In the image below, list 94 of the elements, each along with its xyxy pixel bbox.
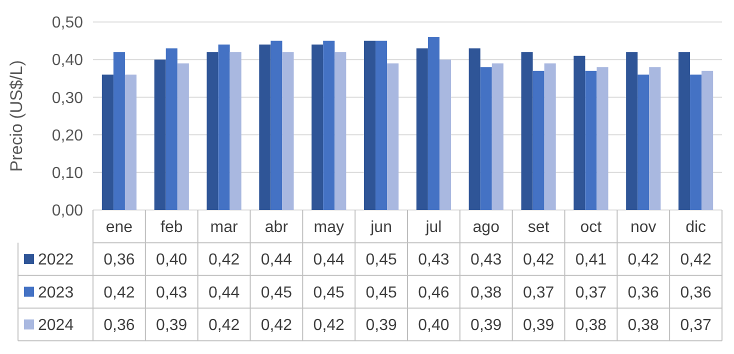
- data-label: 0,45: [313, 284, 345, 302]
- legend-label: 2024: [38, 317, 74, 334]
- bar: [259, 44, 271, 210]
- bar: [230, 52, 242, 210]
- bar: [574, 56, 586, 210]
- data-label: 0,45: [366, 284, 397, 302]
- data-label: 0,38: [628, 317, 660, 334]
- y-tick-label: 0,50: [52, 14, 84, 32]
- bar: [690, 74, 702, 210]
- data-label: 0,39: [156, 317, 188, 334]
- bar: [206, 52, 218, 210]
- bar: [376, 40, 388, 210]
- x-tick-label: ene: [106, 218, 133, 236]
- x-tick-label: jun: [370, 218, 392, 236]
- bar: [312, 44, 324, 210]
- data-label: 0,37: [522, 284, 554, 302]
- data-label: 0,37: [575, 284, 607, 302]
- y-tick-label: 0,10: [52, 165, 84, 182]
- data-label: 0,43: [156, 284, 188, 302]
- data-label: 0,39: [366, 317, 397, 334]
- data-label: 0,39: [470, 317, 502, 334]
- bar: [638, 74, 650, 210]
- bar: [492, 63, 504, 210]
- data-label: 0,36: [680, 284, 712, 302]
- bar: [334, 52, 346, 210]
- bar: [416, 48, 428, 210]
- bar: [364, 40, 376, 210]
- bar: [544, 63, 556, 210]
- data-label: 0,36: [104, 317, 135, 334]
- bar: [532, 70, 544, 210]
- data-label: 0,42: [104, 284, 135, 302]
- bar: [102, 74, 114, 210]
- bar: [387, 63, 399, 210]
- data-label: 0,42: [208, 252, 240, 269]
- bar: [480, 67, 492, 210]
- data-label: 0,40: [418, 317, 450, 334]
- data-label: 0,40: [156, 252, 188, 269]
- legend-label: 2022: [38, 252, 74, 269]
- bar: [702, 70, 714, 210]
- y-axis-title: Precio (US$/L): [7, 60, 26, 172]
- x-tick-label: feb: [160, 218, 183, 236]
- bar: [124, 74, 137, 210]
- data-label: 0,42: [260, 317, 292, 334]
- bar: [678, 52, 690, 210]
- bar: [218, 44, 230, 210]
- legend-label: 2023: [38, 284, 74, 302]
- bar: [468, 48, 480, 210]
- x-tick-label: oct: [580, 218, 602, 236]
- data-label: 0,44: [260, 252, 292, 269]
- data-label: 0,46: [418, 284, 450, 302]
- data-label: 0,45: [366, 252, 397, 269]
- data-label: 0,43: [418, 252, 450, 269]
- bar: [270, 40, 282, 210]
- x-tick-label: abr: [264, 218, 289, 236]
- data-label: 0,36: [628, 284, 660, 302]
- data-label: 0,36: [104, 252, 135, 269]
- x-tick-label: dic: [686, 218, 706, 236]
- bar: [439, 60, 452, 210]
- x-tick-label: jul: [424, 218, 442, 236]
- x-tick-label: may: [314, 218, 344, 236]
- bar: [282, 52, 294, 210]
- bar: [649, 67, 661, 210]
- data-label: 0,42: [628, 252, 660, 269]
- y-tick-label: 0,30: [52, 90, 84, 107]
- data-label: 0,43: [470, 252, 502, 269]
- bar: [428, 37, 440, 210]
- data-label: 0,38: [470, 284, 502, 302]
- bar: [323, 40, 335, 210]
- data-label: 0,42: [680, 252, 712, 269]
- data-label: 0,39: [522, 317, 554, 334]
- x-tick-label: mar: [210, 218, 238, 236]
- y-tick-label: 0,00: [52, 202, 84, 220]
- bar: [521, 52, 533, 210]
- data-label: 0,38: [575, 317, 607, 334]
- data-label: 0,42: [313, 317, 345, 334]
- bar: [166, 48, 178, 210]
- bar: [113, 52, 125, 210]
- bar: [177, 63, 189, 210]
- data-label: 0,44: [208, 284, 240, 302]
- y-tick-label: 0,40: [52, 52, 84, 70]
- bar: [626, 52, 638, 210]
- data-label: 0,37: [680, 317, 712, 334]
- y-tick-label: 0,20: [52, 127, 84, 144]
- data-label: 0,45: [260, 284, 292, 302]
- data-label: 0,42: [208, 317, 240, 334]
- data-label: 0,42: [522, 252, 554, 269]
- data-label: 0,44: [313, 252, 345, 269]
- x-tick-label: set: [528, 218, 550, 236]
- bar: [154, 60, 166, 210]
- data-label: 0,41: [575, 252, 607, 269]
- x-tick-label: nov: [630, 218, 656, 236]
- bar: [585, 70, 597, 210]
- x-tick-label: ago: [472, 218, 500, 236]
- bar: [596, 67, 608, 210]
